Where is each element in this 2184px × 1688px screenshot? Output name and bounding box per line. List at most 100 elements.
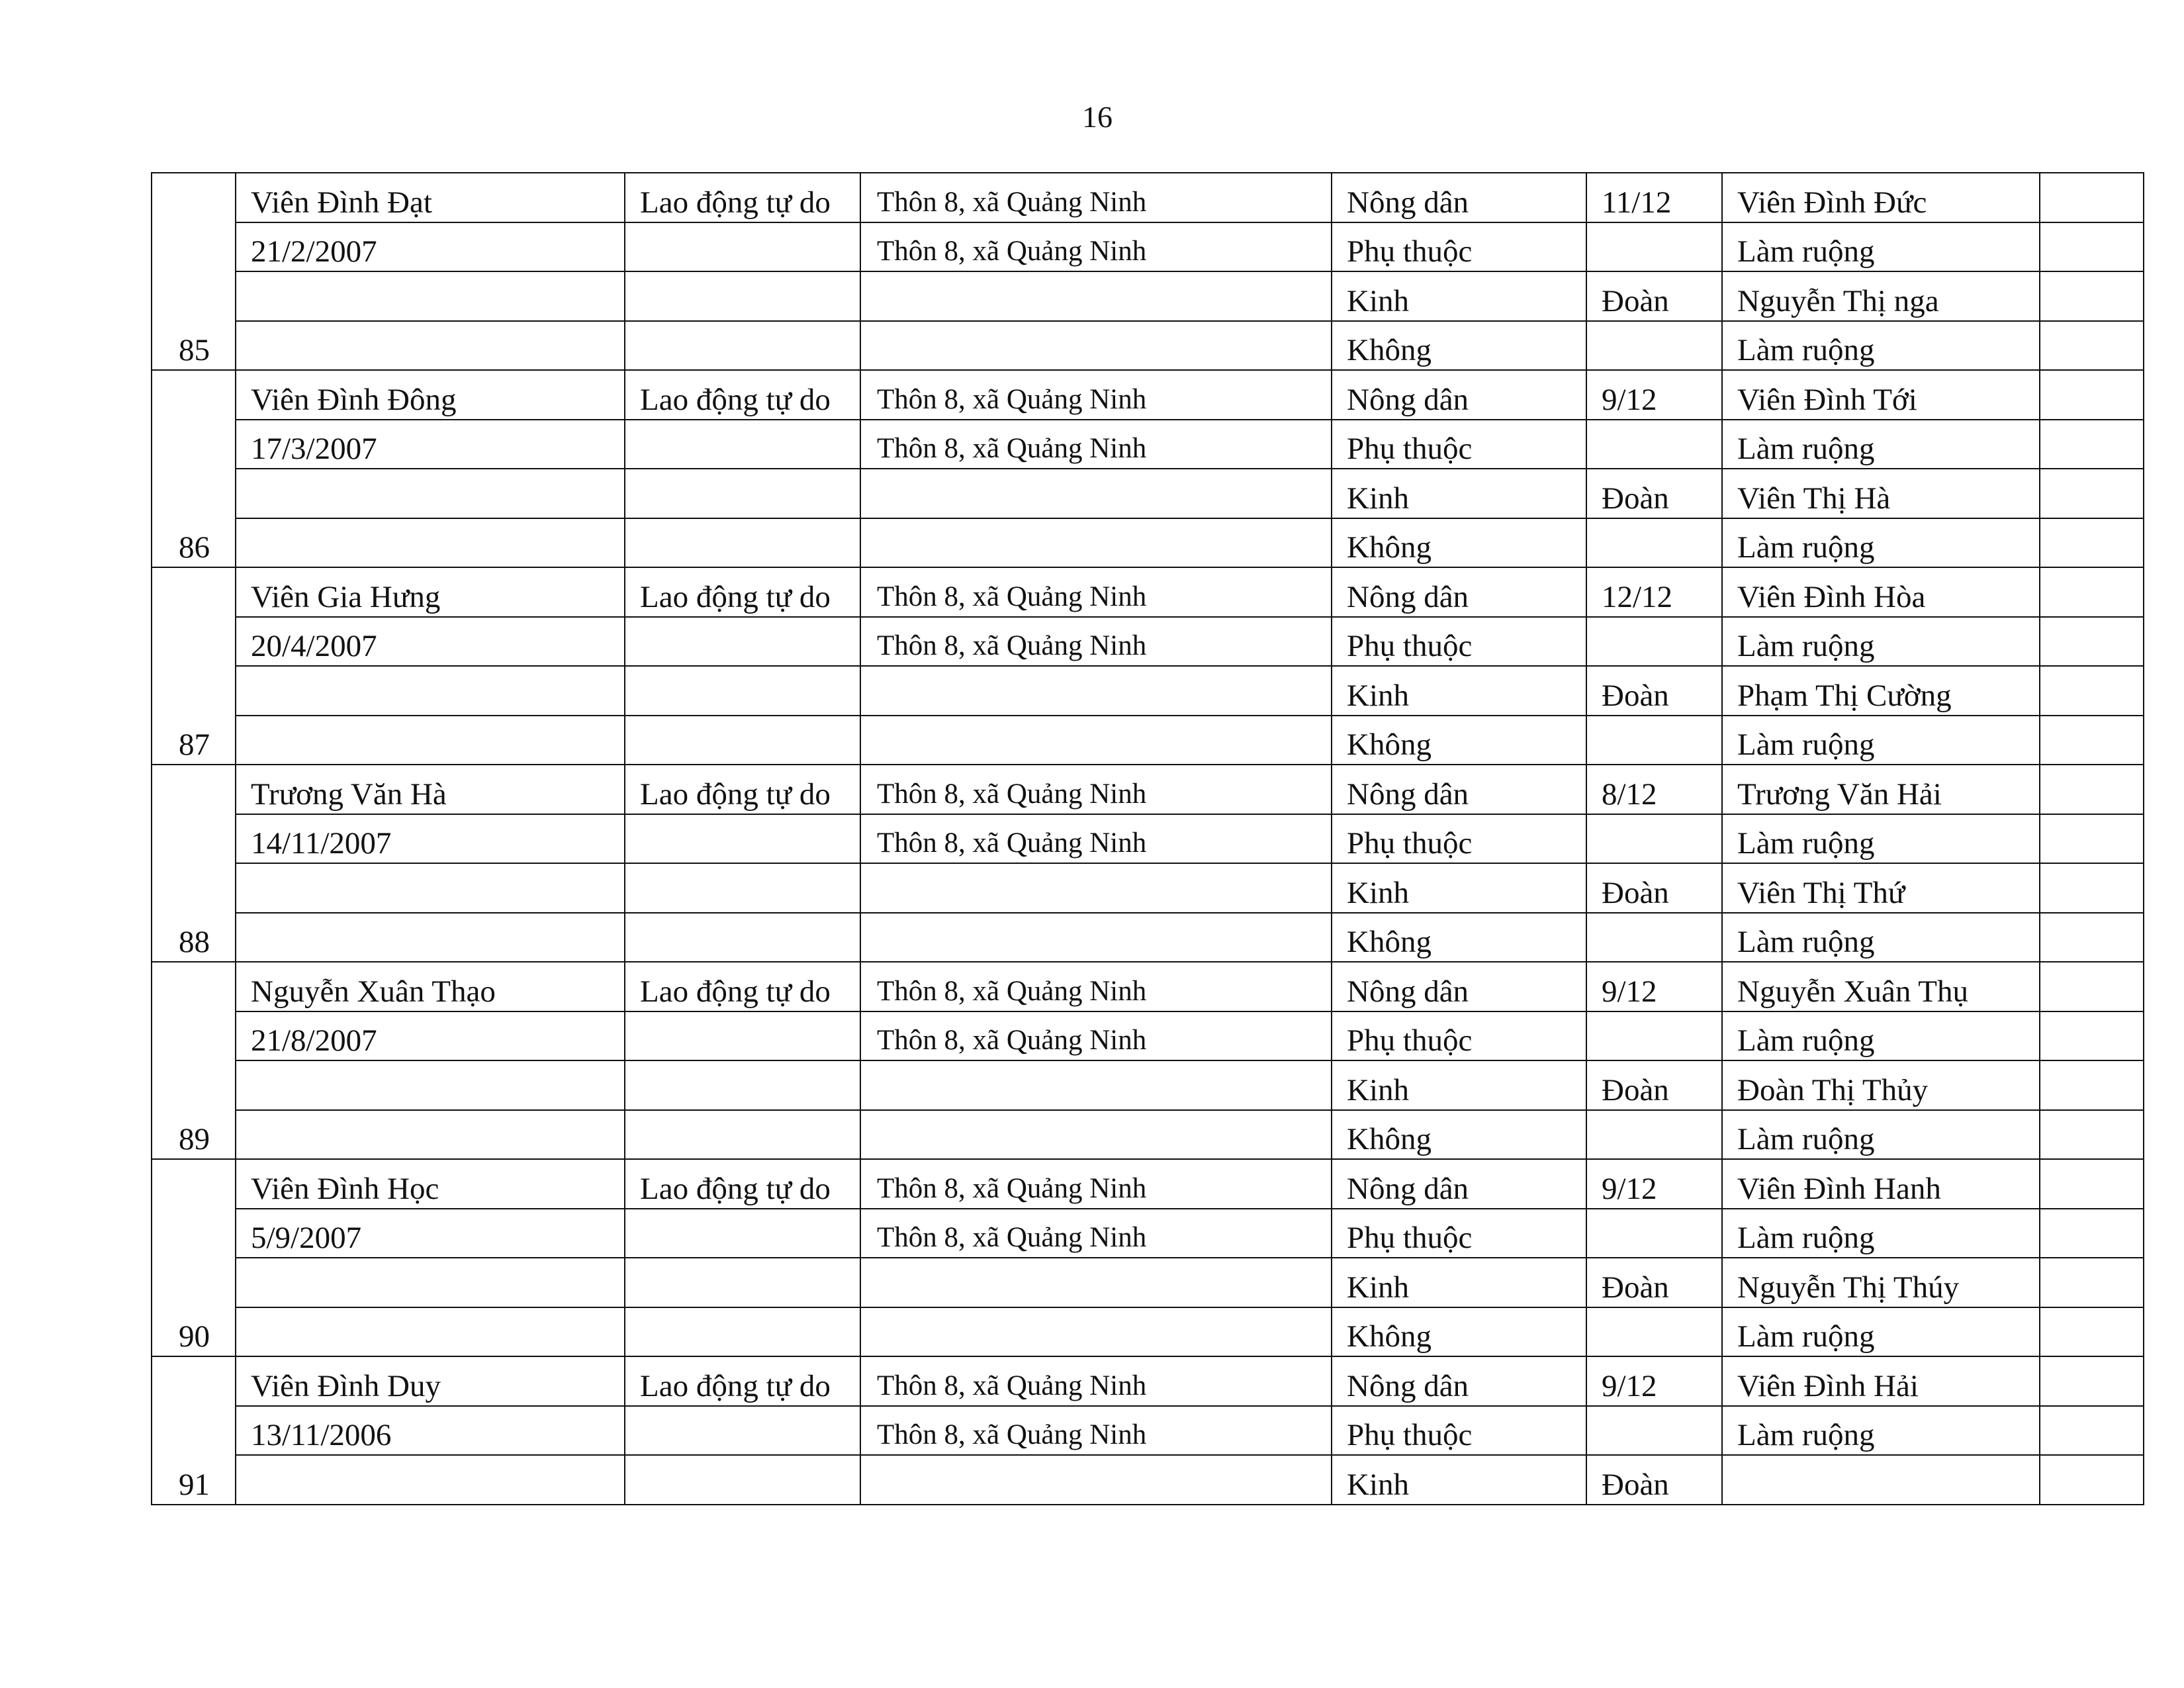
member-status: Phụ thuộc bbox=[1331, 418, 1587, 469]
parent-info: Làm ruộng bbox=[1721, 418, 2040, 469]
parent-info: Nguyễn Xuân Thụ bbox=[1721, 961, 2040, 1012]
empty-cell bbox=[235, 665, 625, 716]
member-status: Không bbox=[1331, 912, 1587, 962]
member-address: Thôn 8, xã Quảng Ninh bbox=[860, 221, 1332, 272]
notes-cell bbox=[2039, 468, 2144, 519]
table-row: 20/4/2007 Thôn 8, xã Quảng Ninh Phụ thuộc L… bbox=[152, 616, 2144, 667]
table-row: Không Làm ruộng bbox=[152, 1109, 2144, 1160]
member-grade: 9/12 bbox=[1586, 1356, 1723, 1407]
notes-cell bbox=[2039, 172, 2144, 223]
empty-cell bbox=[860, 320, 1332, 371]
member-address: Thôn 8, xã Quảng Ninh bbox=[860, 418, 1332, 469]
member-grade bbox=[1586, 1109, 1723, 1160]
page-number: 16 bbox=[1082, 100, 1113, 134]
member-grade bbox=[1586, 714, 1723, 765]
member-status: Không bbox=[1331, 517, 1587, 568]
table-row: Kinh Đoàn Viên Thị Thứ bbox=[152, 863, 2144, 914]
notes-cell bbox=[2039, 813, 2144, 864]
member-address: Thôn 8, xã Quảng Ninh bbox=[860, 1158, 1332, 1209]
member-dob: 20/4/2007 bbox=[235, 616, 625, 667]
member-status: Kinh bbox=[1331, 1454, 1587, 1505]
record-number: 87 bbox=[151, 567, 236, 765]
member-status: Nông dân bbox=[1331, 567, 1587, 618]
member-job: Lao động tự do bbox=[624, 567, 861, 618]
notes-cell bbox=[2039, 418, 2144, 469]
notes-cell bbox=[2039, 714, 2144, 765]
empty-cell bbox=[860, 1109, 1332, 1160]
empty-cell bbox=[860, 1454, 1332, 1505]
record-number: 85 bbox=[151, 172, 236, 371]
empty-cell bbox=[235, 863, 625, 914]
table-row: 90 Viên Đình Học Lao động tự do Thôn 8, xã … bbox=[151, 1158, 2144, 1357]
empty-cell bbox=[235, 912, 625, 962]
empty-cell bbox=[624, 271, 861, 322]
parent-info: Làm ruộng bbox=[1721, 714, 2040, 765]
empty-cell bbox=[624, 616, 861, 667]
notes-cell bbox=[2039, 1158, 2144, 1209]
member-grade: Đoàn bbox=[1586, 1454, 1723, 1505]
member-status: Kinh bbox=[1331, 863, 1587, 914]
member-status: Nông dân bbox=[1331, 764, 1587, 815]
record-number: 86 bbox=[151, 369, 236, 568]
member-status: Không bbox=[1331, 1109, 1587, 1160]
member-grade bbox=[1586, 1306, 1723, 1357]
member-job: Lao động tự do bbox=[624, 369, 861, 420]
member-status: Kinh bbox=[1331, 1060, 1587, 1111]
notes-cell bbox=[2039, 616, 2144, 667]
member-status: Kinh bbox=[1331, 1257, 1587, 1308]
member-status: Kinh bbox=[1331, 468, 1587, 519]
member-grade: Đoàn bbox=[1586, 665, 1723, 716]
notes-cell bbox=[2039, 221, 2144, 272]
table-row: 85 Viên Đình Đạt Lao động tự do Thôn 8, xã … bbox=[151, 172, 2144, 371]
member-name: Nguyễn Xuân Thạo bbox=[235, 961, 625, 1012]
notes-cell bbox=[2039, 1207, 2144, 1258]
member-grade bbox=[1586, 1405, 1723, 1456]
member-address: Thôn 8, xã Quảng Ninh bbox=[860, 1010, 1332, 1061]
member-job: Lao động tự do bbox=[624, 1158, 861, 1209]
member-status: Nông dân bbox=[1331, 961, 1587, 1012]
empty-cell bbox=[860, 517, 1332, 568]
member-grade bbox=[1586, 221, 1723, 272]
parent-info: Làm ruộng bbox=[1721, 1109, 2040, 1160]
notes-cell bbox=[2039, 961, 2144, 1012]
empty-cell bbox=[860, 863, 1332, 914]
empty-cell bbox=[624, 912, 861, 962]
parent-info: Viên Đình Hải bbox=[1721, 1356, 2040, 1407]
member-dob: 17/3/2007 bbox=[235, 418, 625, 469]
member-grade bbox=[1586, 912, 1723, 962]
member-grade: Đoàn bbox=[1586, 1257, 1723, 1308]
empty-cell bbox=[624, 418, 861, 469]
member-grade bbox=[1586, 1207, 1723, 1258]
record-number: 90 bbox=[151, 1158, 236, 1357]
empty-cell bbox=[235, 1454, 625, 1505]
member-address: Thôn 8, xã Quảng Ninh bbox=[860, 172, 1332, 223]
table-row: 86 Viên Đình Đông Lao động tự do Thôn 8, xã… bbox=[151, 369, 2144, 568]
member-name: Viên Đình Duy bbox=[235, 1356, 625, 1407]
notes-cell bbox=[2039, 1010, 2144, 1061]
member-grade: Đoàn bbox=[1586, 863, 1723, 914]
notes-cell bbox=[2039, 1454, 2144, 1505]
member-status: Phụ thuộc bbox=[1331, 813, 1587, 864]
parent-info: Làm ruộng bbox=[1721, 1207, 2040, 1258]
table-row: Kinh Đoàn Viên Thị Hà bbox=[152, 468, 2144, 519]
parent-info: Viên Thị Thứ bbox=[1721, 863, 2040, 914]
notes-cell bbox=[2039, 1356, 2144, 1407]
member-status: Nông dân bbox=[1331, 172, 1587, 223]
parent-info: Viên Đình Hanh bbox=[1721, 1158, 2040, 1209]
table-row: 88 Trương Văn Hà Lao động tự do Thôn 8, xã … bbox=[151, 764, 2144, 962]
parent-info: Nguyễn Thị Thúy bbox=[1721, 1257, 2040, 1308]
parent-info: Làm ruộng bbox=[1721, 517, 2040, 568]
member-status: Nông dân bbox=[1331, 1158, 1587, 1209]
member-status: Không bbox=[1331, 714, 1587, 765]
table-row: 17/3/2007 Thôn 8, xã Quảng Ninh Phụ thuộc L… bbox=[152, 418, 2144, 469]
member-status: Nông dân bbox=[1331, 369, 1587, 420]
member-grade: 9/12 bbox=[1586, 1158, 1723, 1209]
table-row: 5/9/2007 Thôn 8, xã Quảng Ninh Phụ thuộc Là… bbox=[152, 1207, 2144, 1258]
empty-cell bbox=[624, 517, 861, 568]
notes-cell bbox=[2039, 567, 2144, 618]
member-status: Kinh bbox=[1331, 665, 1587, 716]
empty-cell bbox=[624, 1060, 861, 1111]
empty-cell bbox=[624, 468, 861, 519]
member-status: Không bbox=[1331, 320, 1587, 371]
parent-info bbox=[1721, 1454, 2040, 1505]
